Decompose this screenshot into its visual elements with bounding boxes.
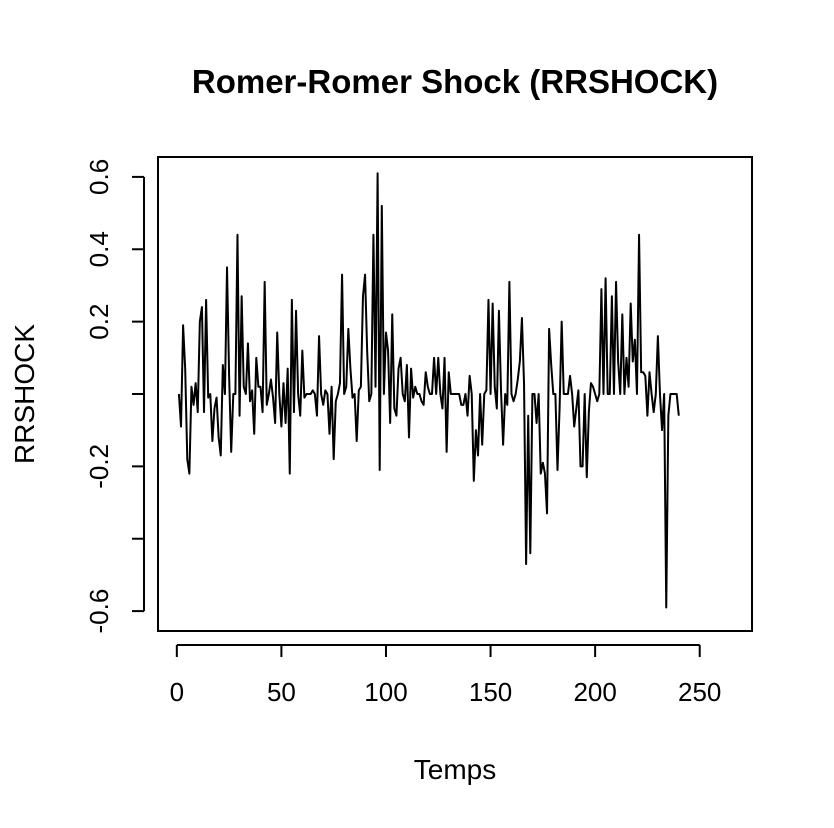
x-tick-label: 150 [469,677,512,707]
series-group [177,172,680,609]
y-tick-label: -0.2 [84,444,114,489]
x-tick-label: 100 [364,677,407,707]
y-tick-label: 0.4 [84,231,114,267]
x-tick-label: 50 [267,677,296,707]
y-tick-label: 0.6 [84,159,114,195]
y-tick-label: 0.2 [84,304,114,340]
chart-title: Romer-Romer Shock (RRSHOCK) [192,63,718,100]
x-tick-label: 250 [678,677,721,707]
plot-frame [157,156,753,632]
x-tick-label: 200 [573,677,616,707]
x-axis: 0 50 100 150 200 250 [170,644,721,707]
x-tick-label: 0 [170,677,184,707]
x-axis-label: Temps [414,754,496,785]
y-axis: 0.6 0.4 0.2 -0.2 -0.6 [84,159,145,634]
series-line [177,172,680,609]
y-tick-label: -0.6 [84,589,114,634]
y-axis-label: RRSHOCK [9,324,40,464]
